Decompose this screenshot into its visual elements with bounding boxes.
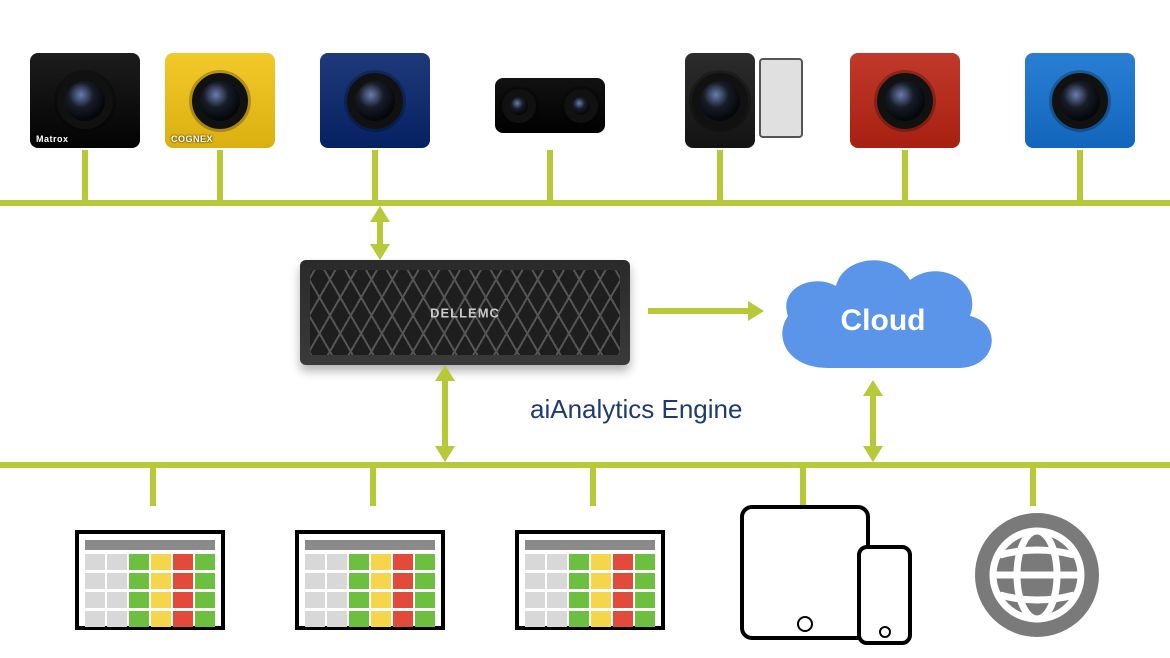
connector-arrow xyxy=(648,308,748,314)
web-globe-node xyxy=(972,510,1102,640)
camera-drop xyxy=(82,150,88,200)
connector-arrow xyxy=(377,220,383,246)
connector-arrow xyxy=(863,380,883,396)
camera-matrox-iris: Matrox xyxy=(20,28,150,148)
server-brand-label: DELLEMC xyxy=(430,305,500,320)
camera-drop xyxy=(547,150,553,200)
camera-drop xyxy=(372,150,378,200)
camera-label: Matrox xyxy=(36,134,69,144)
tablet-icon xyxy=(740,505,870,640)
connector-arrow xyxy=(870,394,876,448)
dashboard-node xyxy=(515,530,665,630)
dashboard-node xyxy=(75,530,225,630)
camera-row: Matrox COGNEX xyxy=(0,28,1170,168)
bottom-drop xyxy=(1030,468,1036,506)
bottom-drop xyxy=(150,468,156,506)
bottom-bus xyxy=(0,462,1170,468)
connector-arrow xyxy=(435,446,455,462)
engine-label: aiAnalytics Engine xyxy=(530,394,742,425)
camera-baumer xyxy=(1015,28,1145,148)
connector-arrow xyxy=(370,206,390,222)
dashboard-node xyxy=(295,530,445,630)
cloud-node: Cloud xyxy=(758,238,1008,388)
camera-basler-stereo xyxy=(485,28,615,148)
camera-drop xyxy=(1077,150,1083,200)
mobile-devices-node xyxy=(740,505,920,645)
server-node: DELLEMC xyxy=(300,260,630,365)
connector-arrow xyxy=(435,365,455,381)
camera-datalogic xyxy=(310,28,440,148)
camera-keyence xyxy=(655,28,785,148)
camera-label: COGNEX xyxy=(171,134,213,144)
phone-icon xyxy=(857,545,912,645)
connector-arrow xyxy=(863,446,883,462)
bottom-drop xyxy=(800,468,806,506)
cloud-label: Cloud xyxy=(758,238,1008,388)
camera-drop xyxy=(717,150,723,200)
camera-drop xyxy=(217,150,223,200)
connector-arrow xyxy=(370,244,390,260)
top-bus xyxy=(0,200,1170,206)
bottom-drop xyxy=(370,468,376,506)
camera-drop xyxy=(902,150,908,200)
bottom-drop xyxy=(590,468,596,506)
globe-icon xyxy=(972,510,1102,640)
camera-cognex: COGNEX xyxy=(155,28,285,148)
camera-microscan xyxy=(840,28,970,148)
connector-arrow xyxy=(442,379,448,448)
